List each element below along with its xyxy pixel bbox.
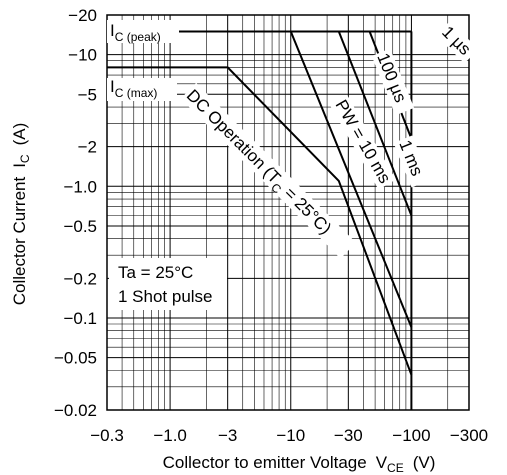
dc-operation-label-bg xyxy=(180,82,356,259)
1us-label-bg xyxy=(436,20,479,64)
annotation-ic-peak: IC (peak) xyxy=(110,21,161,44)
series-line xyxy=(337,31,413,216)
y-tick-label: −1.0 xyxy=(63,177,97,196)
annotation-dc-operation: DC Operation (TC = 25°C) xyxy=(180,86,335,241)
x-tick-label: −1.0 xyxy=(153,426,187,445)
y-tick-label: −2 xyxy=(78,138,97,157)
y-tick-label: −0.5 xyxy=(63,217,97,236)
y-tick-label: −0.1 xyxy=(63,309,97,328)
condition-box xyxy=(109,258,227,310)
x-axis-title: Collector to emitter Voltage VCE (V) xyxy=(163,453,436,475)
y-tick-label: −20 xyxy=(68,6,97,25)
pw-10ms-label-group: PW = 10 ms xyxy=(329,94,396,190)
1ms-label-group: 1 ms xyxy=(393,135,431,188)
series-line xyxy=(107,66,413,376)
100us-label-bg xyxy=(371,48,415,116)
ic-peak-bg xyxy=(107,20,179,43)
annotation-ic-max: IC (max) xyxy=(110,77,157,100)
x-tick-label: −0.3 xyxy=(90,426,124,445)
x-tick-label: −30 xyxy=(334,426,363,445)
y-tick-label: −0.02 xyxy=(54,401,97,420)
tick-labels: −0.3 −1.0 −3 −10 −30 −100 −300 −20 −10 −5 −2 −1.0 −0… xyxy=(54,6,488,445)
y-axis-title: Collector CurrentIC(A) xyxy=(10,123,32,306)
y-tick-label: −0.2 xyxy=(63,269,97,288)
100us-label-group: 100 µs xyxy=(371,48,415,116)
annotation-ta: Ta = 25°C xyxy=(118,263,193,282)
annotation-pw-10ms: PW = 10 ms xyxy=(332,97,395,187)
grid-lines xyxy=(106,14,470,411)
series-line xyxy=(289,31,413,328)
x-tick-label: −10 xyxy=(276,426,305,445)
y-tick-label: −10 xyxy=(68,46,97,65)
plot-frame xyxy=(106,14,470,411)
pw-10ms-label-bg xyxy=(329,94,396,190)
ic-max-bg xyxy=(107,78,177,101)
y-tick-label: −5 xyxy=(78,85,97,104)
x-tick-label: −300 xyxy=(450,426,488,445)
1ms-label-bg xyxy=(393,135,431,188)
annotation-pulse: 1 Shot pulse xyxy=(118,287,213,306)
1us-label-group: 1 µs xyxy=(436,20,479,64)
y-tick-label: −0.05 xyxy=(54,349,97,368)
annotations: IC (peak) IC (max) DC Operation (TC = 25… xyxy=(107,20,479,306)
x-tick-label: −3 xyxy=(218,426,237,445)
x-tick-label: −100 xyxy=(392,426,430,445)
annotation-100us: 100 µs xyxy=(373,50,410,105)
